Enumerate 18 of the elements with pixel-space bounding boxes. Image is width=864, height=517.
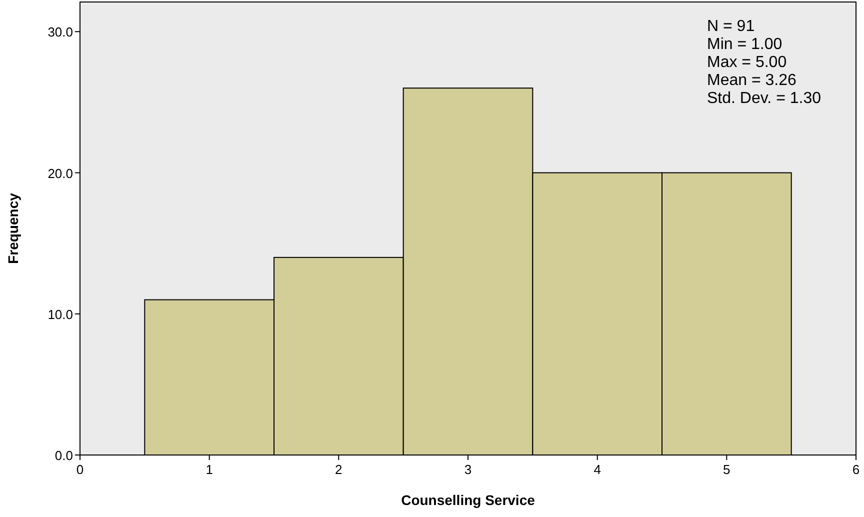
x-tick-label: 5 — [723, 462, 730, 477]
y-tick-label: 10.0 — [48, 306, 73, 322]
y-tick-label: 30.0 — [48, 24, 73, 40]
y-tick-label: 20.0 — [48, 166, 73, 181]
annotation: Max = 5.00 — [707, 54, 787, 71]
x-tick-label: 0 — [76, 462, 84, 477]
x-tick-label: 2 — [335, 462, 342, 477]
y-tick-label: 0.0 — [54, 448, 73, 463]
x-axis-title: Counselling Service — [401, 492, 536, 508]
x-tick-label: 3 — [464, 462, 472, 477]
annotation: Std. Dev. = 1.30 — [707, 90, 822, 107]
x-tick-label: 4 — [594, 462, 601, 477]
y-axis-title: Frequency — [5, 192, 21, 264]
annotation: Mean = 3.26 — [707, 72, 796, 89]
annotation: Min = 1.00 — [707, 36, 782, 53]
annotation: N = 91 — [707, 18, 755, 35]
x-tick-label: 1 — [206, 462, 213, 477]
x-tick-label: 6 — [852, 462, 860, 477]
